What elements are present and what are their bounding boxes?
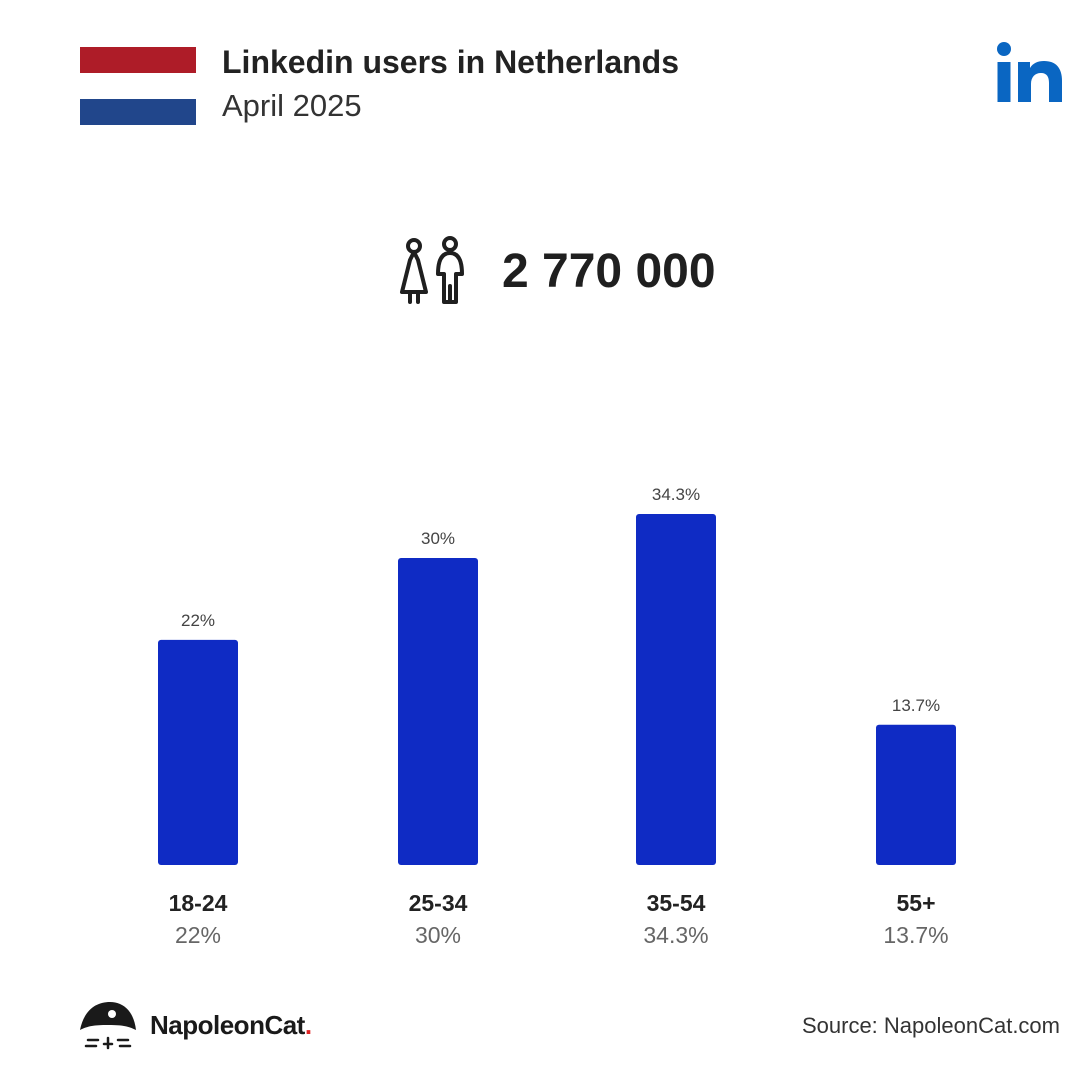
bar-value-label: 30% <box>421 529 455 548</box>
flag-red-stripe <box>80 47 196 73</box>
flag-white-stripe <box>80 73 196 99</box>
napoleoncat-logo: NapoleonCat. <box>78 1000 312 1050</box>
category-percent-label: 34.3% <box>643 922 708 948</box>
total-users-block: 2 770 000 <box>398 236 716 306</box>
source-text: Source: NapoleonCat.com <box>801 1013 1060 1038</box>
linkedin-logo <box>997 42 1062 102</box>
bar-55+ <box>876 724 956 865</box>
category-percent-label: 13.7% <box>883 922 948 948</box>
brand-text: NapoleonCat <box>150 1009 305 1040</box>
bar-value-label: 13.7% <box>892 696 940 715</box>
category-label: 55+ <box>896 890 935 916</box>
people-icon <box>400 236 464 304</box>
page-subtitle: April 2025 <box>222 88 362 123</box>
category-percent-label: 30% <box>415 922 461 948</box>
age-bar-chart: 22% 18-24 22% 30% 25-34 30% 34.3% 35-54 34.3% 13.… <box>158 485 956 948</box>
category-label: 25-34 <box>409 890 468 916</box>
category-percent-label: 22% <box>175 922 221 948</box>
bar-18-24 <box>158 639 238 865</box>
category-label: 35-54 <box>647 890 706 916</box>
brand-dot: . <box>304 1009 312 1040</box>
brand-name: NapoleonCat. <box>150 1010 312 1041</box>
napoleoncat-logo-mark <box>80 1002 136 1050</box>
bar-value-label: 22% <box>181 611 215 630</box>
bar-25-34 <box>398 558 478 865</box>
bar-35-54 <box>636 514 716 865</box>
netherlands-flag-icon <box>80 47 196 125</box>
flag-blue-stripe <box>80 99 196 125</box>
page-title: Linkedin users in Netherlands <box>222 44 679 80</box>
bar-value-label: 34.3% <box>652 485 700 504</box>
category-label: 18-24 <box>169 890 228 916</box>
total-users-value: 2 770 000 <box>502 244 716 298</box>
